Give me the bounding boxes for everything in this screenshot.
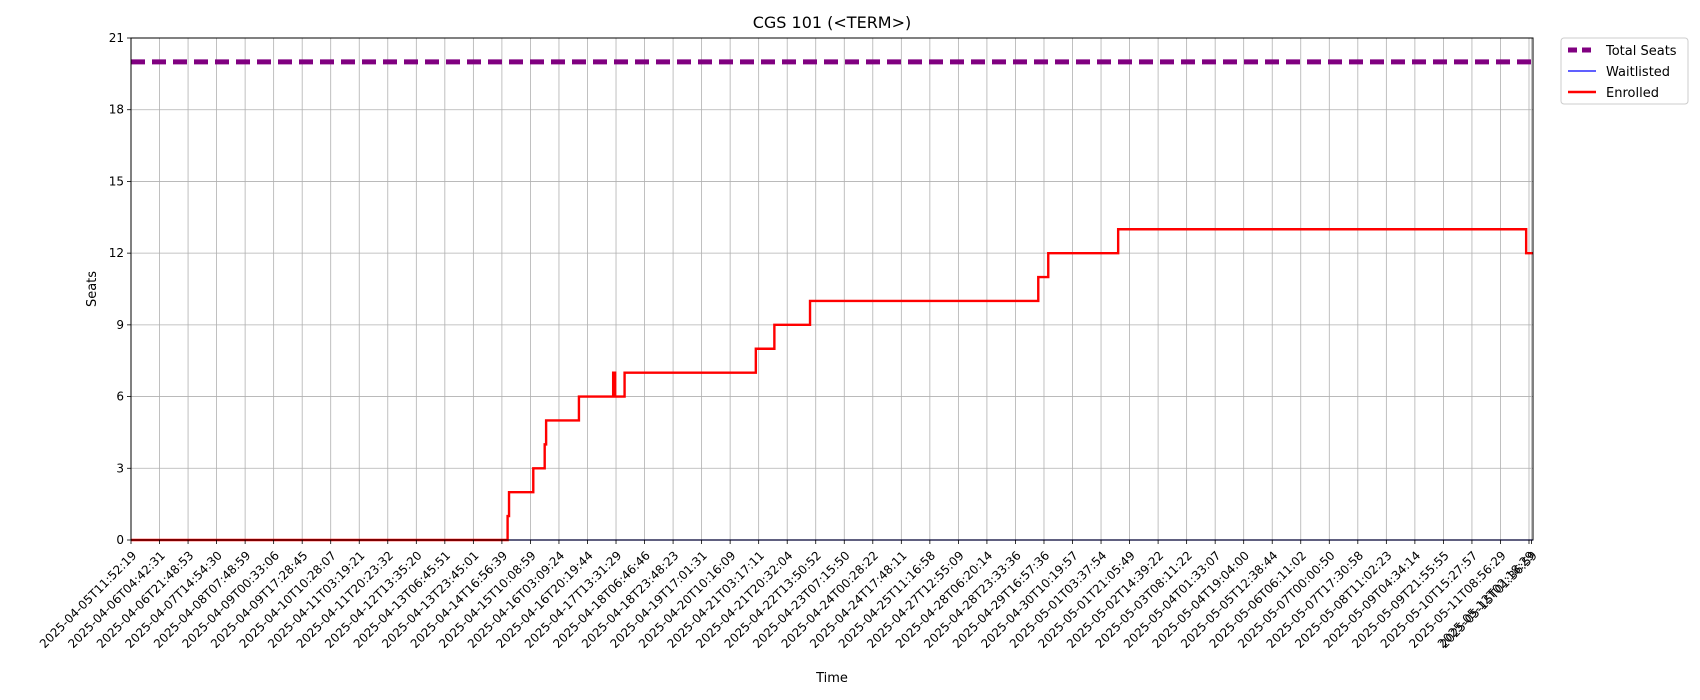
plot-frame [130,37,1534,541]
y-tick-label: 6 [116,390,124,404]
grid [130,37,1533,541]
x-axis: 2025-04-05T11:52:192025-04-06T04:42:3120… [37,540,1540,651]
y-axis: 0 3 6 9 12 15 18 21 [109,31,131,547]
legend-label: Waitlisted [1606,65,1670,80]
y-tick-label: 18 [109,103,124,117]
y-tick-label: 0 [116,533,124,547]
legend-label: Total Seats [1605,44,1677,59]
series-line-enrolled [131,228,1533,542]
y-tick-label: 9 [116,318,124,332]
legend-label: Enrolled [1606,86,1659,101]
chart-title: CGS 101 (<TERM>) [753,13,912,32]
y-tick-label: 21 [109,31,124,45]
y-tick-label: 15 [109,174,124,188]
y-axis-label: Seats [85,271,100,307]
y-tick-label: 3 [116,461,124,475]
x-axis-label: Time [815,671,848,686]
legend: Total Seats Waitlisted Enrolled [1560,37,1689,105]
y-tick-label: 12 [109,246,124,260]
legend-box [1560,37,1689,105]
